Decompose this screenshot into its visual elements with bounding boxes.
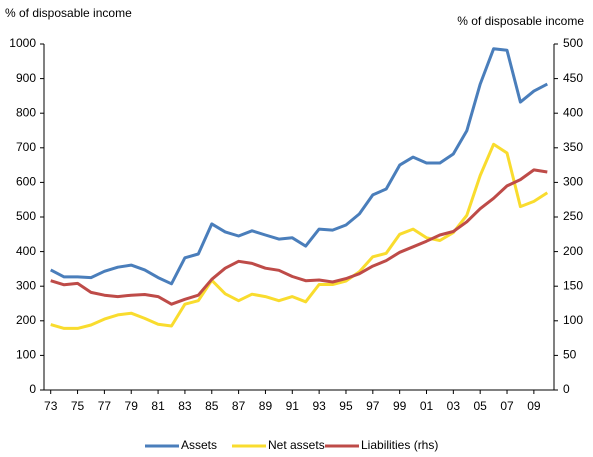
x-tick-label: 75 bbox=[71, 399, 85, 413]
legend-label: Assets bbox=[181, 438, 217, 452]
x-tick-label: 07 bbox=[500, 399, 514, 413]
x-tick-label: 81 bbox=[151, 399, 165, 413]
series-line bbox=[50, 142, 549, 330]
x-tick-label: 77 bbox=[98, 399, 112, 413]
x-tick-label: 89 bbox=[259, 399, 273, 413]
x-tick-label: 99 bbox=[393, 399, 407, 413]
x-tick-label: 01 bbox=[420, 399, 434, 413]
y-tick-label: 900 bbox=[16, 71, 36, 85]
y2-tick-label: 450 bbox=[563, 71, 583, 85]
y2-tick-label: 50 bbox=[563, 348, 577, 362]
y2-tick-label: 150 bbox=[563, 278, 583, 292]
y-tick-label: 600 bbox=[16, 175, 36, 189]
y-tick-label: 500 bbox=[16, 209, 36, 223]
x-tick-label: 93 bbox=[312, 399, 326, 413]
y-tick-label: 100 bbox=[16, 348, 36, 362]
x-tick-label: 03 bbox=[447, 399, 461, 413]
series-line bbox=[50, 47, 548, 286]
x-tick-label: 85 bbox=[205, 399, 219, 413]
x-tick-label: 87 bbox=[232, 399, 246, 413]
y2-axis-title: % of disposable income bbox=[457, 14, 584, 28]
x-tick-label: 09 bbox=[527, 399, 541, 413]
y2-tick-label: 500 bbox=[563, 36, 583, 50]
legend-label: Net assets bbox=[268, 438, 325, 452]
y2-tick-label: 350 bbox=[563, 140, 583, 154]
y-tick-label: 800 bbox=[16, 105, 36, 119]
y2-tick-label: 400 bbox=[563, 105, 583, 119]
series-line bbox=[50, 168, 548, 306]
y2-tick-label: 250 bbox=[563, 209, 583, 223]
y-tick-label: 300 bbox=[16, 278, 36, 292]
x-tick-label: 95 bbox=[339, 399, 353, 413]
y-tick-label: 400 bbox=[16, 244, 36, 258]
x-tick-label: 97 bbox=[366, 399, 380, 413]
y2-tick-label: 0 bbox=[563, 382, 570, 396]
y-tick-label: 1000 bbox=[9, 36, 36, 50]
x-tick-label: 05 bbox=[474, 399, 488, 413]
y2-tick-label: 100 bbox=[563, 313, 583, 327]
x-tick-label: 83 bbox=[178, 399, 192, 413]
y2-tick-label: 200 bbox=[563, 244, 583, 258]
x-tick-label: 91 bbox=[286, 399, 300, 413]
x-tick-label: 73 bbox=[44, 399, 58, 413]
legend-label: Liabilities (rhs) bbox=[361, 438, 438, 452]
y-tick-label: 200 bbox=[16, 313, 36, 327]
y-tick-label: 700 bbox=[16, 140, 36, 154]
y2-tick-label: 300 bbox=[563, 175, 583, 189]
y-tick-label: 0 bbox=[29, 382, 36, 396]
y-axis-title: % of disposable income bbox=[5, 6, 132, 20]
x-tick-label: 79 bbox=[125, 399, 139, 413]
